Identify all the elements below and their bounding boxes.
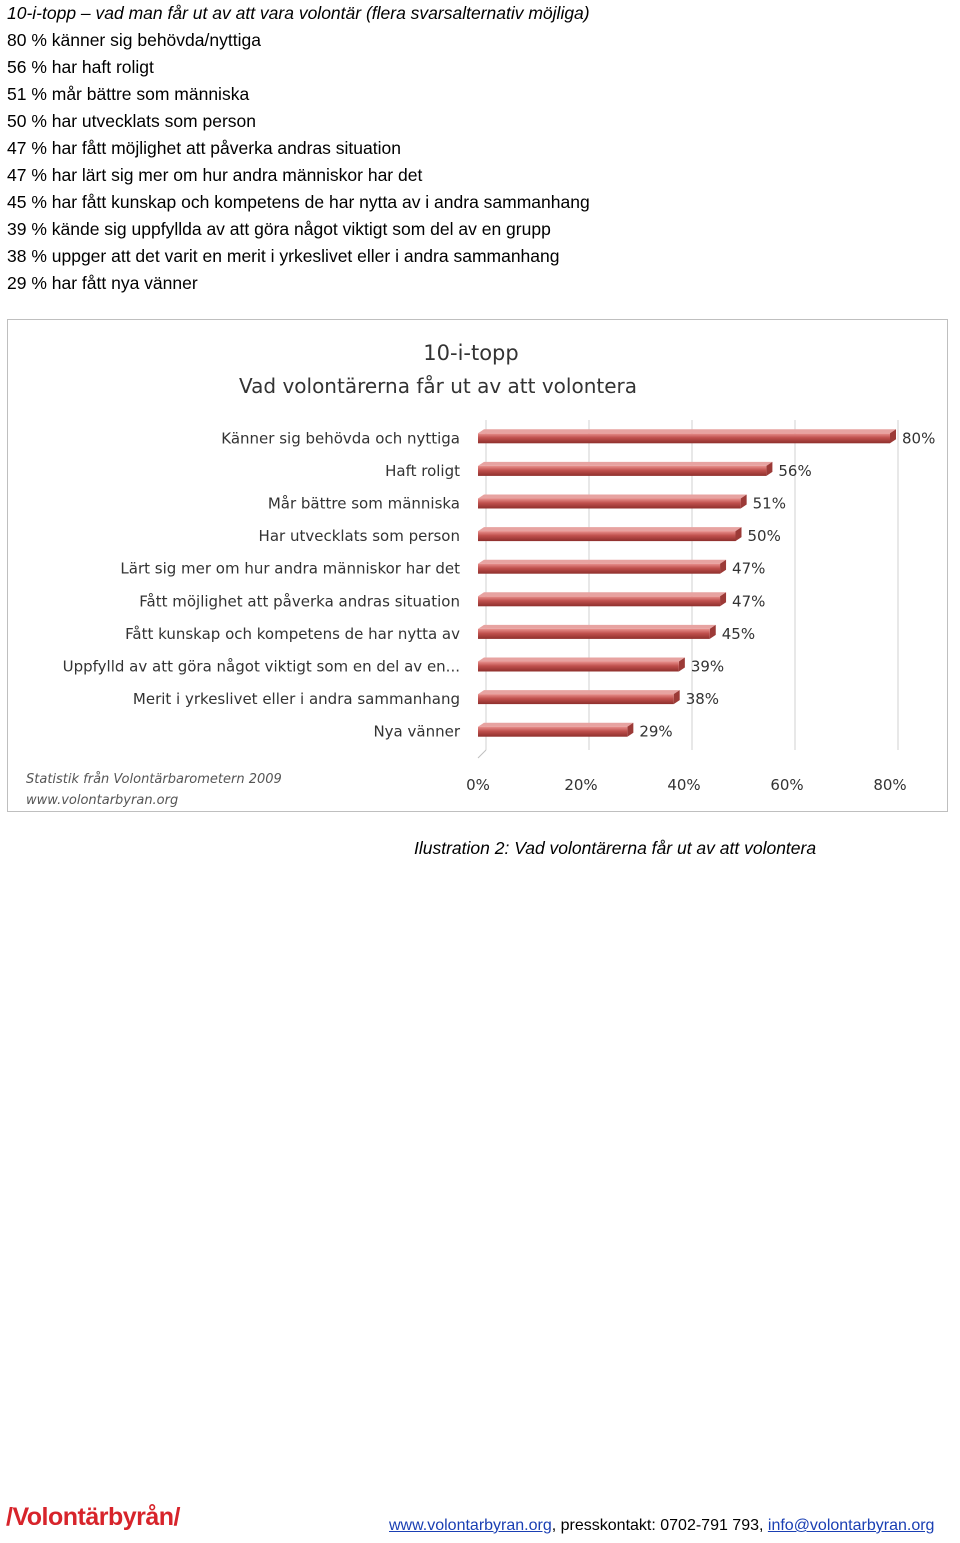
bar-cap <box>627 722 634 737</box>
bar-top <box>478 559 727 564</box>
source-line: Statistik från Volontärbarometern 2009 <box>26 772 282 787</box>
category-label: Uppfylld av att göra något viktigt som e… <box>63 658 460 676</box>
bar <box>478 694 674 705</box>
bar-cap <box>740 494 747 509</box>
bar-value-label: 47% <box>732 592 765 610</box>
bar <box>478 531 736 542</box>
bar-top <box>478 722 634 727</box>
bar-value-label: 47% <box>732 560 765 578</box>
bar-cap <box>673 690 680 705</box>
bar-value-label: 45% <box>722 625 755 643</box>
bars <box>478 429 896 737</box>
bar-value-label: 80% <box>902 429 935 447</box>
email-link[interactable]: info@volontarbyran.org <box>767 1517 935 1534</box>
volontarbyran-logo: /Volontärbyrån/ <box>6 1503 181 1531</box>
bar-cap <box>720 559 727 574</box>
bar-top <box>478 461 773 466</box>
bar-cap <box>678 657 685 672</box>
x-tick-label: 60% <box>770 776 803 794</box>
category-label: Fått kunskap och kompetens de har nytta … <box>125 625 460 643</box>
chart-subtitle: Vad volontärerna får ut av att volontera <box>239 374 637 398</box>
list-item: 39 % kände sig uppfyllda av att göra någ… <box>7 219 551 239</box>
bar-value-label: 39% <box>691 658 724 676</box>
bar-top <box>478 527 742 532</box>
bar-chart: 10-i-topp Vad volontärerna får ut av att… <box>26 341 936 808</box>
chart-title: 10-i-topp <box>423 341 518 365</box>
intro-text: 10-i-topp – vad man får ut av att vara v… <box>7 0 947 297</box>
intro-list: 80 % känner sig behövda/nyttiga 56 % har… <box>7 27 947 297</box>
bar <box>478 563 721 574</box>
category-label: Lärt sig mer om hur andra människor har … <box>120 560 460 578</box>
bar-top <box>478 494 747 499</box>
bar <box>478 433 890 444</box>
bar-value-label: 29% <box>639 723 672 741</box>
category-label: Nya vänner <box>373 723 460 741</box>
bar-cap <box>709 624 716 639</box>
bar-cap <box>720 592 727 607</box>
list-item: 51 % mår bättre som människa <box>7 84 250 104</box>
list-item: 80 % känner sig behövda/nyttiga <box>7 30 261 50</box>
axis-floor <box>477 749 487 759</box>
bar <box>478 498 741 509</box>
category-labels: 80% Känner sig behövda och nyttiga 56% Haft… <box>63 429 936 740</box>
category-label: Känner sig behövda och nyttiga <box>221 429 460 447</box>
category-label: Merit i yrkeslivet eller i andra sammanh… <box>133 690 460 708</box>
bar-value-label: 38% <box>686 690 719 708</box>
x-axis-ticks: 0% 20% 40% 60% 80% <box>466 776 907 794</box>
x-tick-label: 40% <box>667 776 700 794</box>
category-label: Haft roligt <box>385 462 460 480</box>
list-item: 47 % har fått möjlighet att påverka andr… <box>7 138 401 158</box>
bar-value-label: 51% <box>753 495 786 513</box>
x-tick-label: 20% <box>564 776 597 794</box>
x-tick-label: 80% <box>873 776 906 794</box>
bar-cap <box>735 527 742 542</box>
bar-top <box>478 429 896 434</box>
category-label: Mår bättre som människa <box>268 495 460 513</box>
category-label: Har utvecklats som person <box>259 527 460 545</box>
list-item: 50 % har utvecklats som person <box>7 111 257 131</box>
list-item: 47 % har lärt sig mer om hur andra männi… <box>7 165 423 185</box>
source-line: www.volontarbyran.org <box>26 793 178 808</box>
list-item: 56 % har haft roligt <box>7 57 154 77</box>
list-item: 29 % har fått nya vänner <box>7 273 198 293</box>
bar-cap <box>766 461 773 476</box>
bar <box>478 661 679 672</box>
list-item: 38 % uppger att det varit en merit i yrk… <box>7 246 560 266</box>
bar-cap <box>890 429 896 444</box>
footer: www.volontarbyran.org, presskontakt: 070… <box>389 1515 934 1537</box>
x-tick-label: 0% <box>466 776 490 794</box>
chart-frame: 10-i-topp Vad volontärerna får ut av att… <box>7 319 948 812</box>
list-item: 45 % har fått kunskap och kompetens de h… <box>7 192 590 212</box>
bar-value-label: 50% <box>748 527 781 545</box>
intro-heading: 10-i-topp – vad man får ut av att vara v… <box>7 3 590 23</box>
press-contact: , presskontakt: 0702-791 793, <box>551 1517 768 1534</box>
website-link[interactable]: www.volontarbyran.org <box>389 1517 552 1534</box>
bar-value-label: 56% <box>778 462 811 480</box>
bar-top <box>478 690 680 695</box>
bar-top <box>478 592 727 597</box>
category-label: Fått möjlighet att påverka andras situat… <box>139 592 460 610</box>
bar <box>478 465 767 476</box>
bar-top <box>478 657 685 662</box>
bar-top <box>478 624 716 629</box>
figure-caption: Ilustration 2: Vad volontärerna får ut a… <box>414 838 817 858</box>
bar <box>478 726 628 737</box>
bar <box>478 596 721 607</box>
bar <box>478 628 710 639</box>
